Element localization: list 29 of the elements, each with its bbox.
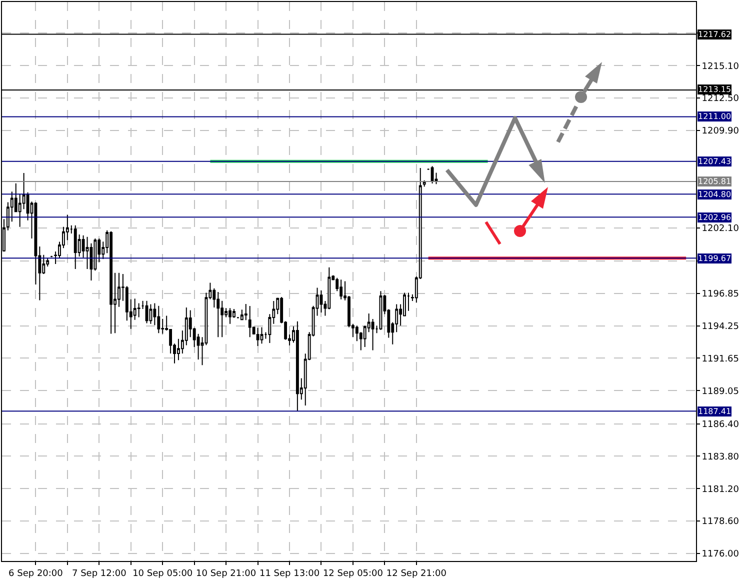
y-tick-label: 1191.65 bbox=[702, 354, 740, 364]
y-tick-label: 1202.10 bbox=[702, 224, 740, 234]
x-tick-label: 7 Sep 12:00 bbox=[72, 568, 127, 579]
y-tick-label: 1178.60 bbox=[702, 517, 740, 528]
y-tick-label: 1186.40 bbox=[702, 420, 740, 430]
x-tick-label: 10 Sep 05:00 bbox=[132, 568, 193, 579]
ref-line-label: 1207.43 bbox=[698, 157, 732, 166]
y-tick-label: 1196.85 bbox=[702, 290, 740, 300]
ref-line-label: 1211.00 bbox=[698, 112, 732, 121]
y-tick-label: 1189.05 bbox=[702, 386, 740, 397]
x-tick-label: 10 Sep 21:00 bbox=[196, 568, 256, 579]
y-tick-label: 1209.90 bbox=[702, 126, 740, 137]
y-tick-label: 1194.25 bbox=[702, 322, 740, 332]
x-tick-label: 12 Sep 05:00 bbox=[322, 568, 384, 579]
ref-line-label: 1205.81 bbox=[698, 177, 732, 186]
ref-line-label: 1199.67 bbox=[698, 254, 732, 263]
ref-line-label: 1217.62 bbox=[698, 30, 732, 39]
x-tick-label: 12 Sep 21:00 bbox=[386, 568, 447, 579]
ref-line-label: 1187.41 bbox=[698, 407, 732, 416]
ref-line-label: 1204.80 bbox=[698, 190, 732, 199]
ref-line-label: 1213.15 bbox=[698, 85, 732, 94]
x-tick-label: 6 Sep 20:00 bbox=[8, 568, 64, 579]
y-tick-label: 1181.20 bbox=[702, 484, 740, 495]
y-tick-label: 1215.10 bbox=[702, 62, 740, 72]
x-tick-label: 11 Sep 13:00 bbox=[259, 568, 320, 579]
y-tick-label: 1176.00 bbox=[702, 550, 740, 560]
y-tick-label: 1212.50 bbox=[702, 94, 740, 104]
y-tick-label: 1183.80 bbox=[702, 452, 740, 462]
ref-line-label: 1202.96 bbox=[698, 213, 732, 222]
